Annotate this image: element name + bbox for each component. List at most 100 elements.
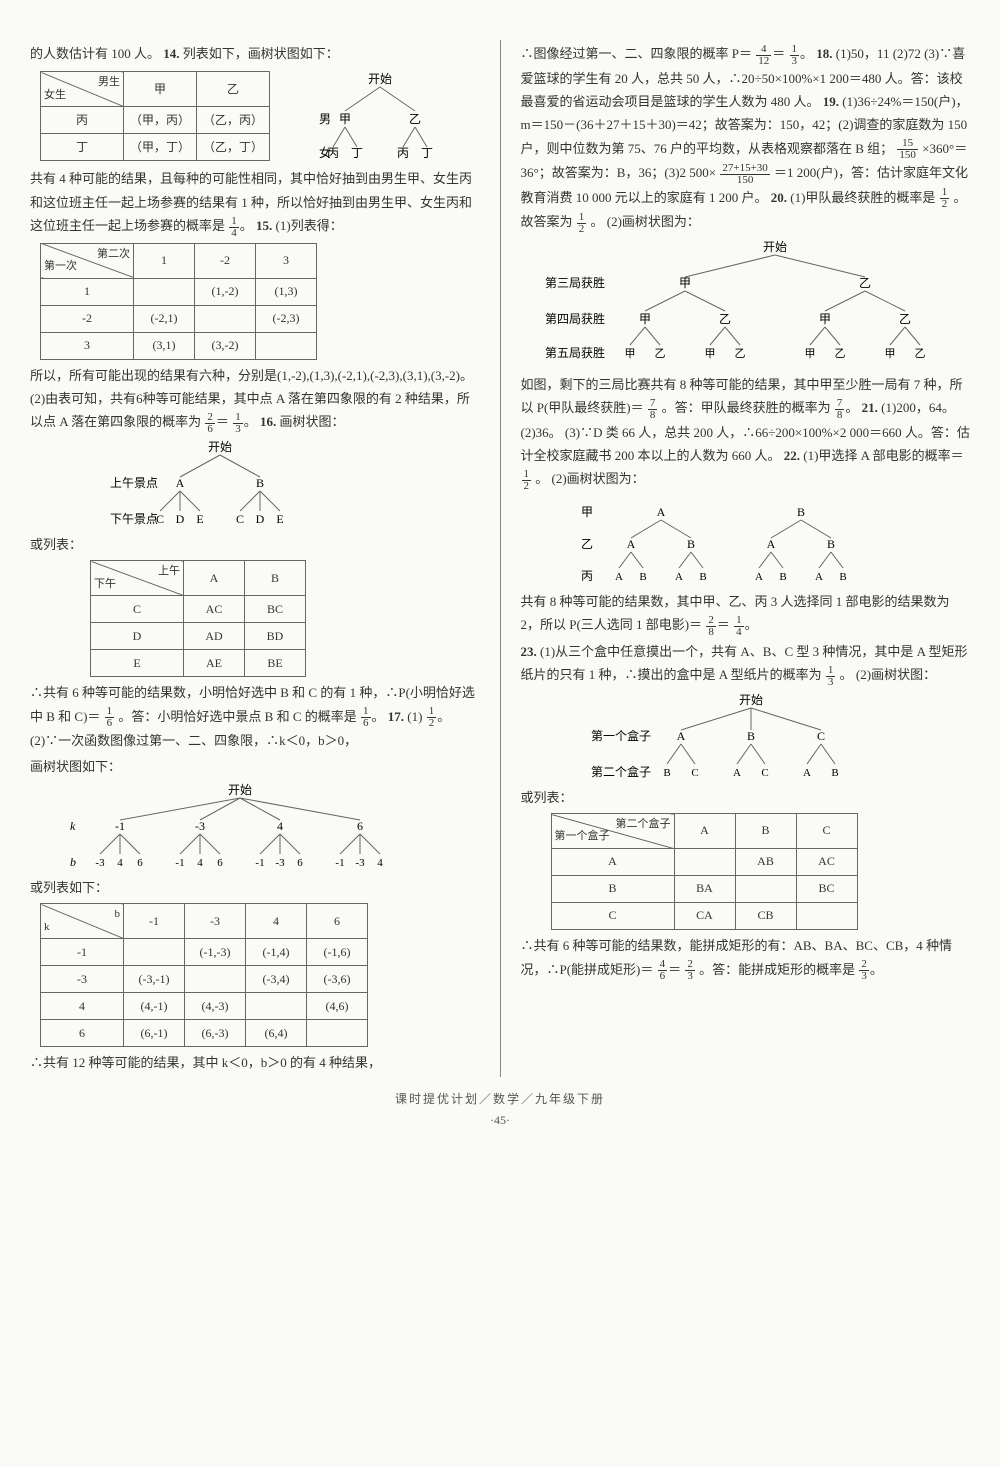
svg-text:B: B [686,537,694,551]
svg-text:甲: 甲 [339,112,351,126]
p14-end: 共有 4 种可能的结果，且每种的可能性相同，其中恰好抽到由男生甲、女生丙和这位班… [30,171,472,233]
q15-num: 15. [256,218,272,233]
svg-text:下午景点: 下午景点 [110,512,158,526]
t14-r0: 丙 [41,107,124,134]
column-divider [500,40,501,1077]
p23-c: 。答：能拼成矩形的概率是 [699,962,855,977]
p17-tree: 画树状图如下： [30,755,480,778]
svg-text:丙: 丙 [327,146,339,160]
svg-text:乙: 乙 [719,312,731,326]
q16-num: 16. [260,414,276,429]
svg-text:-3: -3 [195,819,205,833]
table-14: 男生 女生 甲 乙 丙 （甲，丙） （乙，丙） 丁 （甲，丁） （乙，丁） [40,71,270,161]
right-column: ∴图像经过第一、二、四象限的概率 P＝ 412＝ 13。 18. (1)50，1… [521,40,971,1077]
tree-23: 开始 第一个盒子 ABC 第二个盒子 BC AC AB [581,692,901,782]
t14-10: （甲，丁） [124,134,197,161]
svg-text:-3: -3 [275,857,285,869]
tree-16: 开始 上午景点 AB 下午景点 CDE CDE [90,439,350,529]
svg-text:A: A [675,571,683,583]
svg-text:-3: -3 [95,857,105,869]
p20-a2: 。 (2)画树状图为： [591,214,700,229]
svg-text:乙: 乙 [835,347,846,360]
p16-or: 或列表： [30,533,480,556]
svg-text:b: b [70,855,76,869]
svg-text:上午景点: 上午景点 [110,476,158,490]
svg-text:A: A [176,476,185,490]
p17-cont: ∴图像经过第一、二、四象限的概率 P＝ [521,46,752,61]
svg-text:开始: 开始 [763,240,787,254]
svg-text:6: 6 [217,857,223,869]
q14-text: 列表如下，画树状图如下： [183,46,339,61]
svg-text:-1: -1 [175,857,184,869]
q17-num: 17. [388,709,404,724]
svg-text:A: A [626,537,635,551]
left-column: 的人数估计有 100 人。 14. 列表如下，画树状图如下： 男生 女生 甲 乙… [30,40,480,1077]
svg-text:C: C [816,729,824,743]
svg-text:乙: 乙 [915,347,926,360]
svg-text:开始: 开始 [228,783,252,797]
svg-text:6: 6 [357,819,363,833]
svg-text:A: A [733,767,741,779]
p17-or: 或列表如下： [30,876,480,899]
svg-text:k: k [70,819,76,833]
t14-diag: 男生 女生 [41,72,124,107]
q14-num: 14. [163,46,179,61]
svg-text:E: E [196,512,203,526]
page-footer: 课时提优计划／数学／九年级下册 [30,1089,970,1111]
svg-text:C: C [691,767,698,779]
svg-text:A: A [803,767,811,779]
q21-num: 21. [862,400,878,415]
svg-text:乙: 乙 [655,347,666,360]
svg-text:丁: 丁 [421,146,433,160]
svg-text:B: B [663,767,670,779]
svg-text:A: A [656,505,665,519]
svg-text:乙: 乙 [409,112,421,126]
svg-text:A: A [755,571,763,583]
svg-text:甲: 甲 [805,348,816,360]
svg-text:A: A [815,571,823,583]
q22-a: (1)甲选择 A 部电影的概率＝ [803,448,963,463]
svg-text:A: A [676,729,685,743]
table-23: 第二个盒子第一个盒子 ABC AABAC BBABC CCACB [551,813,858,930]
svg-text:乙: 乙 [859,276,871,290]
svg-text:第二个盒子: 第二个盒子 [591,764,651,779]
svg-text:第三局获胜: 第三局获胜 [545,275,605,290]
p16-end2: 。答：小明恰好选中景点 B 和 C 的概率是 [118,709,356,724]
svg-text:B: B [826,537,834,551]
q23-num: 23. [521,644,537,659]
svg-text:甲: 甲 [885,348,896,360]
p1-prefix: 的人数估计有 100 人。 [30,46,160,61]
p22-a: 。 (2)画树状图为： [535,471,644,486]
t14-01: （乙，丙） [197,107,270,134]
q19-num: 19. [823,94,839,109]
svg-text:A: A [615,571,623,583]
svg-text:甲: 甲 [679,276,691,290]
svg-text:甲: 甲 [705,348,716,360]
q17-b: (2)∵一次函数图像过第一、二、四象限，∴k＜0，b＞0， [30,733,357,748]
svg-text:B: B [256,476,264,490]
tree-22: 甲 AB 乙 AB AB 丙 AB AB AB AB [561,496,881,586]
q22-num: 22. [784,448,800,463]
svg-text:丙: 丙 [397,146,409,160]
svg-text:开始: 开始 [738,693,762,707]
q17-a: (1) [407,709,422,724]
t14-r1: 丁 [41,134,124,161]
tree-20: 开始 第三局获胜 甲乙 第四局获胜 甲乙 甲乙 第五局获胜 甲乙 甲乙 甲乙 甲… [535,239,955,369]
page-content: 的人数估计有 100 人。 14. 列表如下，画树状图如下： 男生 女生 甲 乙… [30,40,970,1077]
tree-17: 开始 k -1-3 46 b -346 -146 -1-36 -1-34 [50,782,430,872]
svg-text:4: 4 [197,857,203,869]
svg-text:D: D [176,512,185,526]
svg-text:E: E [276,512,283,526]
table-15: 第二次第一次 1-23 1(1,-2)(1,3) -2(-2,1)(-2,3) … [40,243,317,360]
svg-text:4: 4 [117,857,123,869]
svg-text:甲: 甲 [639,312,651,326]
svg-text:4: 4 [377,857,383,869]
frac-14: 14 [229,216,239,239]
svg-text:C: C [236,512,244,526]
svg-text:4: 4 [277,819,283,833]
table-17: bk -1-346 -1(-1,-3)(-1,4)(-1,6) -3(-3,-1… [40,903,368,1047]
q15-a: (1)列表得： [276,218,343,233]
svg-text:B: B [779,571,786,583]
svg-text:-3: -3 [355,857,365,869]
svg-text:B: B [831,767,838,779]
